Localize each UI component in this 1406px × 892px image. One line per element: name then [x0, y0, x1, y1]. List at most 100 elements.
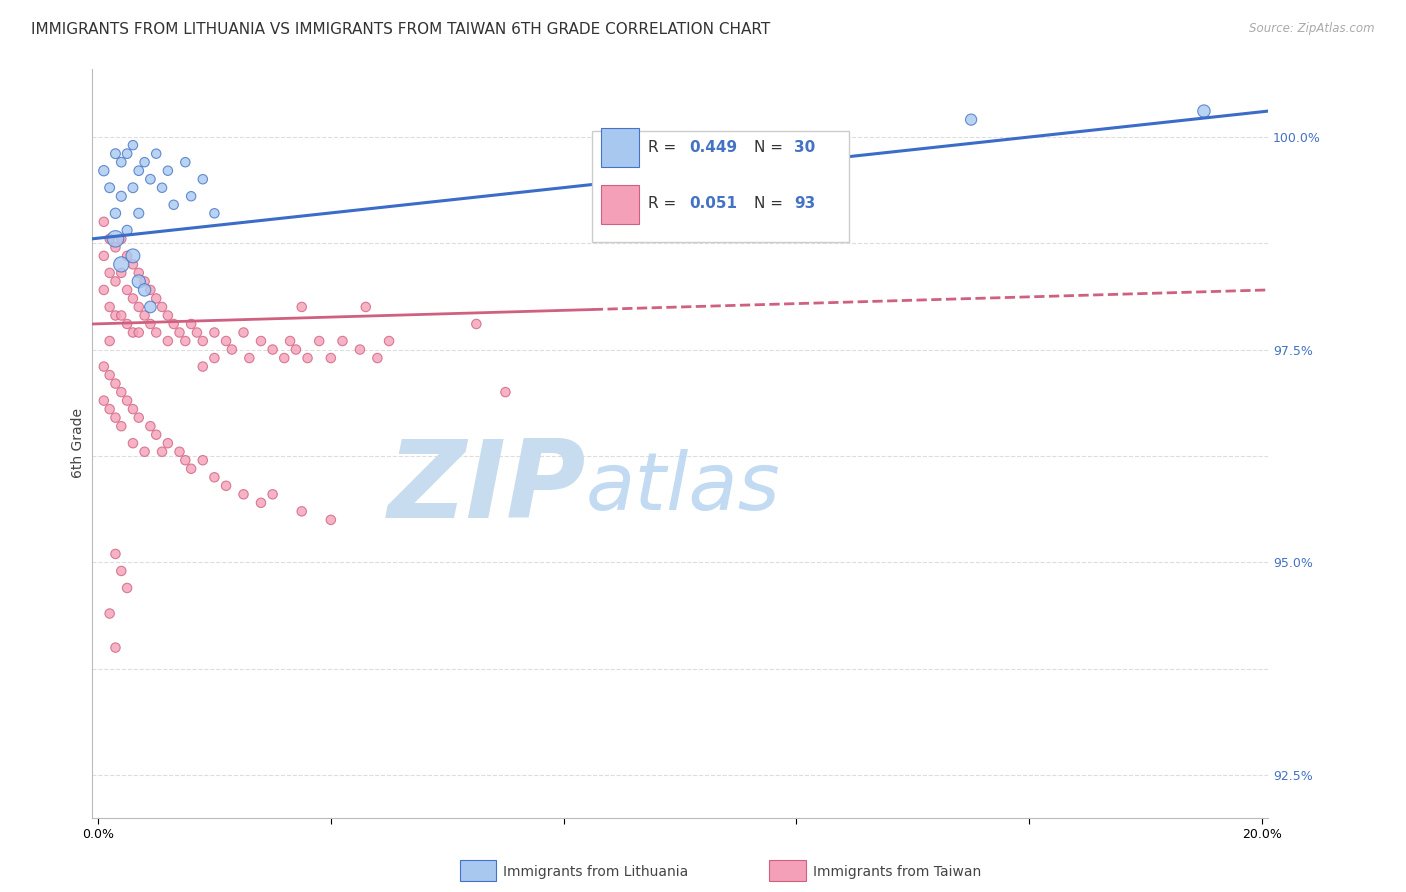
Point	[110, 155, 132, 169]
Text: 0.051: 0.051	[689, 196, 738, 211]
Text: Source: ZipAtlas.com: Source: ZipAtlas.com	[1250, 22, 1375, 36]
Point	[104, 232, 127, 246]
Point	[156, 334, 179, 348]
Point	[319, 351, 342, 365]
Point	[150, 300, 173, 314]
Point	[128, 206, 150, 220]
Point	[134, 283, 156, 297]
Text: 30: 30	[794, 140, 815, 154]
Point	[180, 317, 202, 331]
Point	[110, 309, 132, 323]
Point	[215, 334, 238, 348]
Point	[93, 359, 115, 374]
Point	[191, 359, 214, 374]
Point	[98, 180, 121, 194]
Point	[191, 334, 214, 348]
Point	[128, 163, 150, 178]
Point	[93, 215, 115, 229]
Point	[145, 146, 167, 161]
Point	[139, 172, 162, 186]
Point	[297, 351, 319, 365]
Point	[366, 351, 388, 365]
Point	[128, 300, 150, 314]
Point	[110, 232, 132, 246]
Point	[169, 444, 191, 458]
Point	[122, 436, 145, 450]
FancyBboxPatch shape	[602, 185, 638, 224]
Point	[1192, 104, 1215, 119]
Point	[332, 334, 354, 348]
Point	[232, 326, 254, 340]
Point	[98, 402, 121, 417]
Point	[494, 385, 516, 400]
Point	[378, 334, 401, 348]
Point	[204, 470, 226, 484]
Point	[115, 223, 138, 237]
Point	[186, 326, 208, 340]
Point	[465, 317, 488, 331]
Point	[284, 343, 307, 357]
Point	[238, 351, 260, 365]
Point	[115, 581, 138, 595]
Point	[273, 351, 295, 365]
Point	[104, 240, 127, 254]
Point	[308, 334, 330, 348]
Point	[145, 292, 167, 306]
Point	[110, 189, 132, 203]
Point	[122, 180, 145, 194]
Point	[128, 266, 150, 280]
Point	[262, 487, 284, 501]
Point	[163, 317, 186, 331]
Point	[232, 487, 254, 501]
Point	[278, 334, 301, 348]
Point	[115, 317, 138, 331]
Point	[110, 419, 132, 434]
Point	[319, 513, 342, 527]
FancyBboxPatch shape	[592, 131, 849, 243]
Point	[250, 496, 273, 510]
Y-axis label: 6th Grade: 6th Grade	[72, 409, 86, 478]
Point	[122, 326, 145, 340]
Point	[128, 326, 150, 340]
Text: R =: R =	[648, 140, 682, 154]
Point	[122, 257, 145, 271]
Point	[145, 427, 167, 442]
Point	[128, 410, 150, 425]
Point	[145, 326, 167, 340]
Point	[262, 343, 284, 357]
Point	[191, 453, 214, 467]
Text: IMMIGRANTS FROM LITHUANIA VS IMMIGRANTS FROM TAIWAN 6TH GRADE CORRELATION CHART: IMMIGRANTS FROM LITHUANIA VS IMMIGRANTS …	[31, 22, 770, 37]
Point	[98, 266, 121, 280]
Point	[174, 453, 197, 467]
Point	[98, 300, 121, 314]
Point	[122, 402, 145, 417]
Point	[93, 249, 115, 263]
Point	[98, 368, 121, 382]
FancyBboxPatch shape	[602, 128, 638, 168]
Point	[122, 292, 145, 306]
Point	[150, 180, 173, 194]
Point	[115, 283, 138, 297]
Point	[110, 564, 132, 578]
Point	[98, 334, 121, 348]
Point	[139, 317, 162, 331]
Point	[156, 309, 179, 323]
Point	[104, 376, 127, 391]
Point	[291, 504, 314, 518]
Point	[204, 326, 226, 340]
Point	[191, 172, 214, 186]
Point	[215, 479, 238, 493]
Point	[134, 444, 156, 458]
Point	[104, 274, 127, 288]
Point	[349, 343, 371, 357]
Point	[174, 155, 197, 169]
Point	[122, 138, 145, 153]
Point	[115, 249, 138, 263]
Point	[115, 393, 138, 408]
Point	[174, 334, 197, 348]
Point	[115, 146, 138, 161]
Point	[139, 300, 162, 314]
Point	[128, 274, 150, 288]
Point	[104, 206, 127, 220]
Point	[134, 274, 156, 288]
